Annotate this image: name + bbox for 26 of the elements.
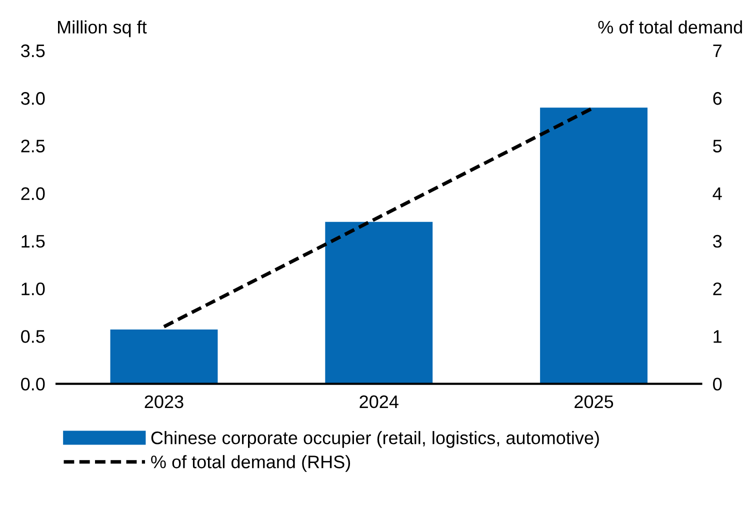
y-tick-label: 2.0	[21, 187, 45, 200]
legend-label: Chinese corporate occupier (retail, logistics, automotive)	[151, 431, 599, 448]
y2-tick-label: 1	[714, 330, 722, 343]
x-tick-label: 2023	[144, 395, 184, 408]
y2-tick-label: 0	[713, 378, 722, 391]
y2-tick-label: 6	[713, 92, 722, 105]
x-tick-label: 2025	[574, 395, 614, 408]
bar	[325, 222, 433, 384]
y-axis-title: Million sq ft	[58, 20, 147, 38]
y2-axis-title: % of total demand	[598, 20, 742, 34]
y2-tick-label: 5	[713, 140, 722, 152]
bar	[540, 108, 648, 384]
y-tick-label: 0.5	[21, 330, 45, 343]
y-tick-label: 1.0	[22, 282, 45, 296]
y-tick-label: 0.0	[21, 378, 45, 391]
y2-tick-label: 2	[713, 282, 722, 296]
y-tick-label: 2.5	[21, 140, 45, 152]
bar	[110, 330, 218, 384]
y-tick-label: 3.5	[21, 44, 45, 58]
x-tick-label: 2024	[360, 395, 398, 408]
y2-tick-label: 3	[713, 234, 722, 248]
y2-tick-label: 7	[713, 44, 722, 58]
y-tick-label: 3.0	[21, 92, 45, 105]
y2-tick-label: 4	[712, 187, 722, 200]
legend-label: % of total demand (RHS)	[151, 455, 350, 472]
y-tick-label: 1.5	[22, 235, 45, 248]
